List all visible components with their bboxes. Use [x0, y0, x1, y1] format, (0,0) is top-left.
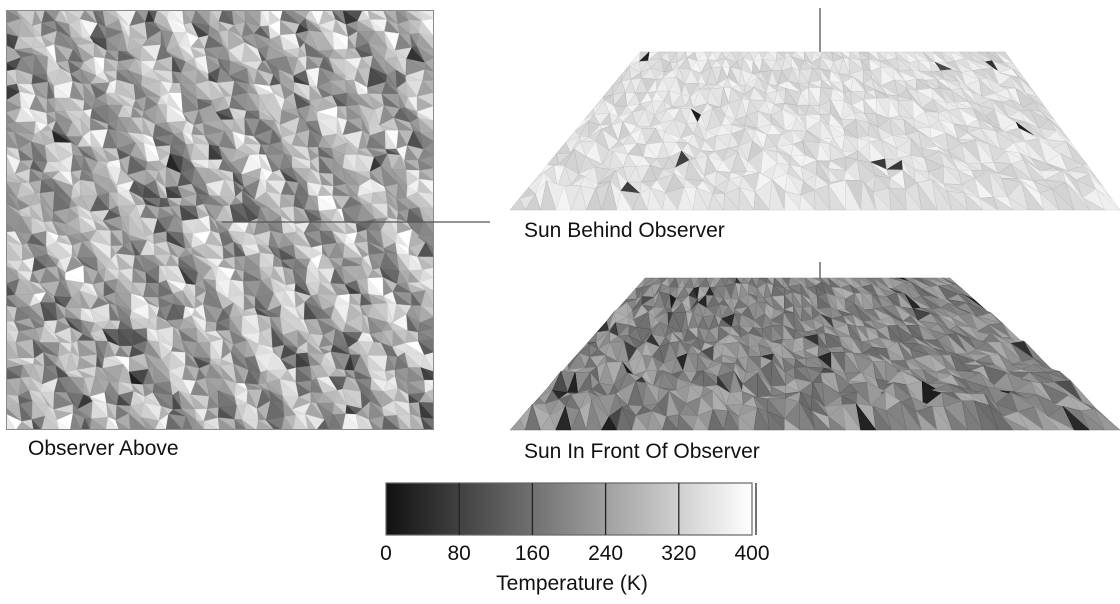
- colorbar-tick-label: 0: [380, 542, 392, 565]
- behind-surface: [509, 51, 1120, 211]
- front-caption: Sun In Front Of Observer: [524, 440, 760, 463]
- colorbar-title: Temperature (K): [496, 572, 648, 595]
- colorbar-tick-label: 400: [734, 542, 770, 565]
- colorbar-fill: [385, 482, 753, 536]
- top-view-surface: [6, 10, 434, 430]
- top-view-caption: Observer Above: [28, 437, 179, 460]
- top-view-frame: [6, 10, 434, 430]
- colorbar-tick-label: 160: [514, 542, 550, 565]
- colorbar-tick-label: 80: [447, 542, 471, 565]
- top-view-facets: [6, 10, 434, 430]
- colorbar-gradient: [385, 482, 757, 536]
- behind-caption: Sun Behind Observer: [524, 219, 725, 242]
- top-view-panel: [6, 10, 434, 430]
- colorbar-tick-label: 240: [588, 542, 624, 565]
- front-panel: [490, 266, 1120, 436]
- behind-facets: [509, 51, 1120, 211]
- colorbar-tick-label: 320: [661, 542, 697, 565]
- front-facets: [509, 277, 1120, 431]
- front-surface: [509, 277, 1120, 431]
- behind-panel: [490, 40, 1120, 215]
- colorbar: [384, 481, 764, 537]
